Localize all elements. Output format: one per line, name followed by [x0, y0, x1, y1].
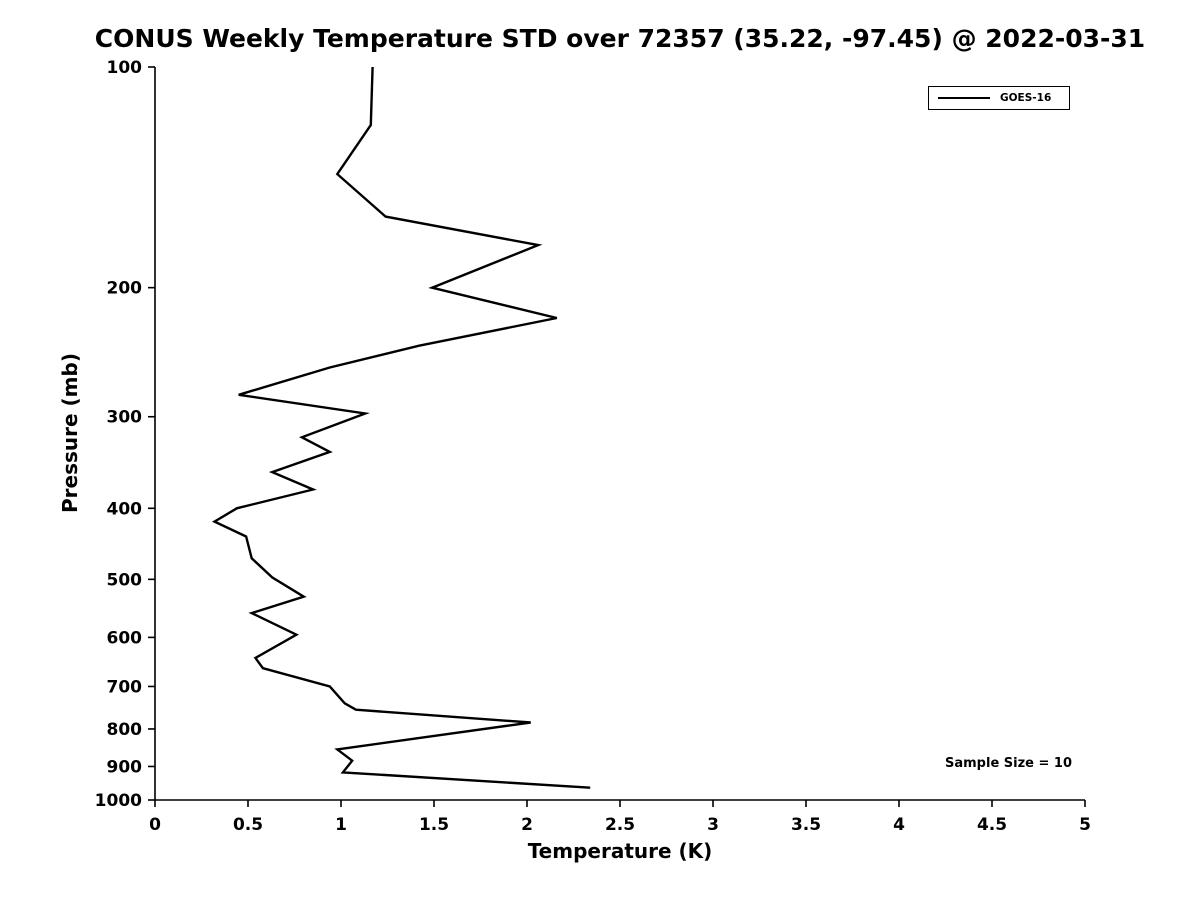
y-tick-label: 500: [107, 570, 143, 590]
x-tick-label: 1.5: [419, 815, 449, 835]
chart-title: CONUS Weekly Temperature STD over 72357 …: [94, 24, 1146, 53]
axis-spines: [154, 67, 1085, 801]
x-tick-label: 4: [893, 815, 905, 835]
y-tick-label: 100: [107, 58, 143, 78]
y-tick-label: 200: [107, 279, 143, 299]
y-tick-label: 600: [107, 628, 143, 648]
y-tick-label: 300: [107, 408, 143, 428]
legend-label: GOES-16: [1000, 92, 1052, 104]
x-axis-label: Temperature (K): [527, 839, 713, 863]
x-tick-label: 3: [707, 815, 719, 835]
x-tick-label: 4.5: [977, 815, 1007, 835]
x-tick-label: 0.5: [233, 815, 263, 835]
data-series-line: [211, 66, 591, 789]
legend-line-sample: [938, 97, 990, 99]
y-tick-label: 1000: [95, 791, 142, 811]
y-tick-label: 900: [107, 757, 143, 777]
x-tick-label: 1: [335, 815, 347, 835]
legend: GOES-16: [928, 86, 1070, 110]
x-tick-label: 2: [521, 815, 533, 835]
y-tick-label: 400: [107, 499, 143, 519]
y-tick-label: 700: [107, 677, 143, 697]
x-tick-label: 5: [1079, 815, 1091, 835]
x-tick-label: 2.5: [605, 815, 635, 835]
x-tick-label: 0: [149, 815, 161, 835]
sample-size-annotation: Sample Size = 10: [945, 756, 1073, 771]
y-tick-label: 800: [107, 720, 143, 740]
x-tick-label: 3.5: [791, 815, 821, 835]
